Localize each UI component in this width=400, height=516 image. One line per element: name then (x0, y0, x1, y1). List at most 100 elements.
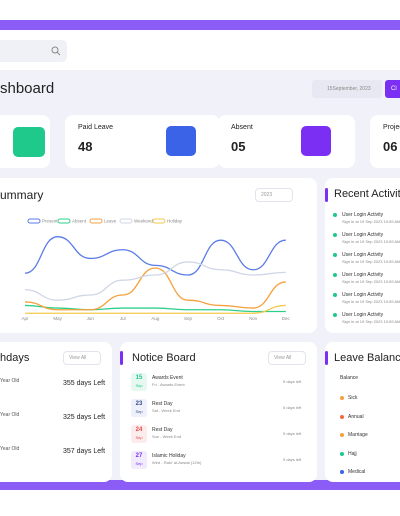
card-icon (166, 126, 196, 156)
series-line (24, 261, 286, 301)
status-dot (333, 233, 337, 237)
notice-title: Rest Day (152, 401, 173, 407)
card-label: Absent (231, 124, 253, 131)
x-tick-label: Nov (249, 316, 258, 321)
legend-label: Present (42, 219, 58, 224)
notice-subtitle: Wed - Rabi' al-Awwal (12th) (152, 460, 202, 465)
notice-subtitle: Sat - Week End (152, 408, 180, 413)
column-header: Balance (340, 375, 359, 381)
birthday-age: Year Old (0, 446, 20, 452)
badge-month: Sep (135, 383, 143, 388)
action-button[interactable]: Cl (385, 80, 400, 98)
x-tick-label: Aug (151, 316, 160, 321)
badge-day: 27 (135, 453, 143, 459)
line-chart: Apr May Jun Jul Aug Sep Oct Nov Dec Present Absent… (21, 218, 291, 321)
legend-swatch (152, 218, 166, 224)
accent (325, 351, 328, 365)
activity-time: Sign in at 19 Sep 2023 10:59 AM (342, 219, 400, 224)
notice-left: 5 days left (283, 379, 302, 384)
card-label: Paid Leave (78, 124, 114, 131)
x-tick-label: Jul (120, 316, 126, 321)
birthday-days: 357 days Left (63, 448, 106, 455)
view-filter[interactable]: View All (63, 351, 101, 365)
activity-time: Sign in at 19 Sep 2023 10:59 AM (342, 319, 400, 324)
frame-bottom (0, 480, 400, 490)
legend-swatch (119, 218, 133, 224)
panel-title: ummary (0, 188, 44, 202)
leave-type: Sick (348, 395, 358, 401)
frame-top (0, 20, 400, 30)
notice-left: 5 days left (283, 405, 302, 410)
activity-time: Sign in at 19 Sep 2023 10:59 AM (342, 259, 400, 264)
activity-title: User Login Activity (342, 232, 384, 238)
activity-title: User Login Activity (342, 272, 384, 278)
date-badge: 15 Sep (131, 373, 147, 391)
date-picker[interactable]: 15September, 2023 (312, 80, 382, 98)
legend-label: Holiday (167, 219, 183, 224)
activity-time: Sign in at 19 Sep 2023 10:59 AM (342, 239, 400, 244)
badge-day: 24 (135, 427, 143, 433)
birthday-age: Year Old (0, 412, 20, 418)
badge-day: 15 (135, 375, 143, 381)
x-tick-label: Jun (87, 316, 95, 321)
series-line (24, 236, 286, 276)
legend-swatch (89, 218, 103, 224)
birthday-age: Year Old (0, 378, 20, 384)
leave-dot (340, 396, 344, 400)
leave-type: Medical (348, 469, 366, 475)
series-line (24, 267, 286, 311)
card-value: 48 (78, 139, 93, 154)
date-badge: 24 Sep (131, 425, 147, 443)
notice-title: Rest Day (152, 427, 173, 433)
birthday-days: 325 days Left (63, 414, 106, 421)
x-tick-label: Sep (184, 316, 193, 321)
notice-left: 5 days left (283, 457, 302, 462)
year-filter[interactable]: 2023 (255, 188, 293, 202)
legend-label: Weekend (134, 219, 153, 224)
panel-title: Notice Board (132, 352, 196, 364)
x-tick-label: Apr (21, 316, 29, 321)
view-filter[interactable]: View All (268, 351, 306, 365)
badge-month: Sep (135, 461, 143, 466)
birthday-panel: hdays View All Year Old 355 days Left Year… (0, 342, 112, 482)
x-tick-label: May (53, 316, 62, 321)
status-dot (333, 253, 337, 257)
activity-panel: Recent Activit User Login Activity Sign i… (325, 178, 400, 333)
notice-left: 5 days left (283, 431, 302, 436)
leave-dot (340, 433, 344, 437)
card (0, 115, 50, 168)
search-icon (51, 46, 61, 56)
series-line (25, 304, 286, 314)
activity-title: User Login Activity (342, 312, 384, 318)
leave-type: Marriage (348, 432, 368, 438)
activity-time: Sign in at 19 Sep 2023 10:59 AM (342, 299, 400, 304)
notice-subtitle: Fri - Awards Event (152, 382, 185, 387)
card: Absent 05 (218, 115, 355, 168)
date-badge: 23 Sep (131, 399, 147, 417)
activity-title: User Login Activity (342, 252, 384, 258)
x-tick-label: Dec (282, 316, 291, 321)
legend-swatch (27, 218, 41, 224)
card: Paid Leave 48 (65, 115, 220, 168)
card-icon (13, 127, 45, 157)
badge-month: Sep (135, 435, 143, 440)
panel-title: hdays (0, 352, 30, 364)
activity-title: User Login Activity (342, 292, 384, 298)
card-label: Projec (383, 124, 400, 131)
search-box[interactable] (0, 40, 67, 62)
panel-title: Recent Activit (334, 188, 400, 200)
panel-title: Leave Balanc (334, 352, 400, 364)
card-value: 05 (231, 139, 246, 154)
activity-title: User Login Activity (342, 212, 384, 218)
leave-dot (340, 470, 344, 474)
notice-title: Islamic Holiday (152, 453, 186, 459)
status-dot (333, 313, 337, 317)
notice-panel: Notice Board View All 15 Sep Awards Event F… (120, 342, 317, 482)
activity-time: Sign in at 19 Sep 2023 10:59 AM (342, 279, 400, 284)
card-value: 06 (383, 139, 398, 154)
leave-type: Hajj (348, 450, 357, 457)
legend-label: Absent (72, 219, 87, 224)
page-title: shboard (0, 80, 55, 97)
leave-type: Annual (348, 413, 364, 420)
